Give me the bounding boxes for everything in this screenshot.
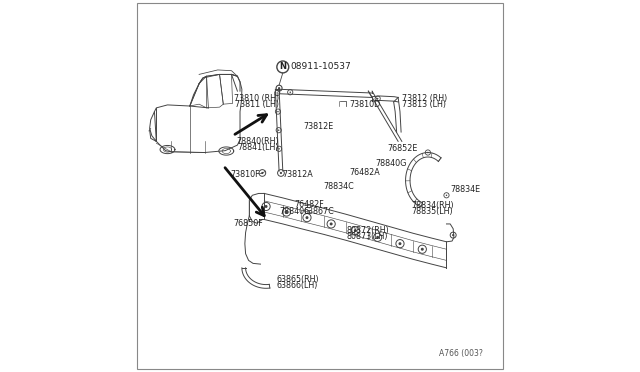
Circle shape [276, 92, 278, 94]
Circle shape [285, 211, 288, 214]
Circle shape [427, 152, 429, 153]
Text: 63867C: 63867C [303, 207, 334, 216]
Circle shape [399, 242, 401, 245]
Text: 73812A: 73812A [283, 170, 314, 179]
Text: 78841(LH): 78841(LH) [237, 143, 279, 152]
Text: 73810 (RH): 73810 (RH) [234, 94, 279, 103]
Circle shape [261, 172, 264, 174]
Text: 73812 (RH): 73812 (RH) [402, 94, 447, 103]
Text: 78840(RH): 78840(RH) [236, 137, 279, 146]
Text: 78834C: 78834C [324, 182, 355, 190]
Text: N: N [279, 62, 286, 71]
Circle shape [376, 236, 379, 239]
Text: 73810F: 73810F [230, 170, 260, 179]
Circle shape [278, 129, 280, 131]
Text: 73811 (LH): 73811 (LH) [235, 100, 279, 109]
Circle shape [377, 98, 378, 99]
Text: 78840G: 78840G [376, 159, 407, 168]
Circle shape [289, 92, 291, 93]
Text: 08911-10537: 08911-10537 [291, 62, 351, 71]
Text: 78834E: 78834E [450, 185, 481, 194]
Text: 63866(LH): 63866(LH) [277, 281, 318, 290]
Text: 73812E: 73812E [303, 122, 333, 131]
Text: 73810D: 73810D [349, 100, 381, 109]
Circle shape [330, 222, 333, 225]
Circle shape [421, 248, 424, 251]
Text: 80873(LH): 80873(LH) [346, 232, 388, 241]
Circle shape [264, 205, 268, 208]
Text: 78835(LH): 78835(LH) [411, 207, 452, 216]
Circle shape [305, 216, 308, 219]
Text: 73813 (LH): 73813 (LH) [402, 100, 446, 109]
Circle shape [452, 234, 454, 236]
Text: 63865(RH): 63865(RH) [276, 275, 319, 284]
Text: 78840G: 78840G [279, 207, 310, 216]
Text: 76850F: 76850F [234, 219, 264, 228]
Circle shape [280, 172, 282, 174]
Text: 76482F: 76482F [294, 200, 324, 209]
Text: A766 (003?: A766 (003? [439, 349, 483, 358]
Text: 78834(RH): 78834(RH) [411, 201, 454, 210]
Circle shape [278, 87, 280, 89]
Circle shape [354, 229, 357, 232]
Circle shape [277, 111, 278, 112]
Circle shape [445, 195, 447, 196]
Circle shape [278, 148, 280, 150]
Text: 76852E: 76852E [387, 144, 417, 153]
Text: 76482A: 76482A [349, 169, 381, 177]
Text: 80872(RH): 80872(RH) [346, 226, 388, 235]
